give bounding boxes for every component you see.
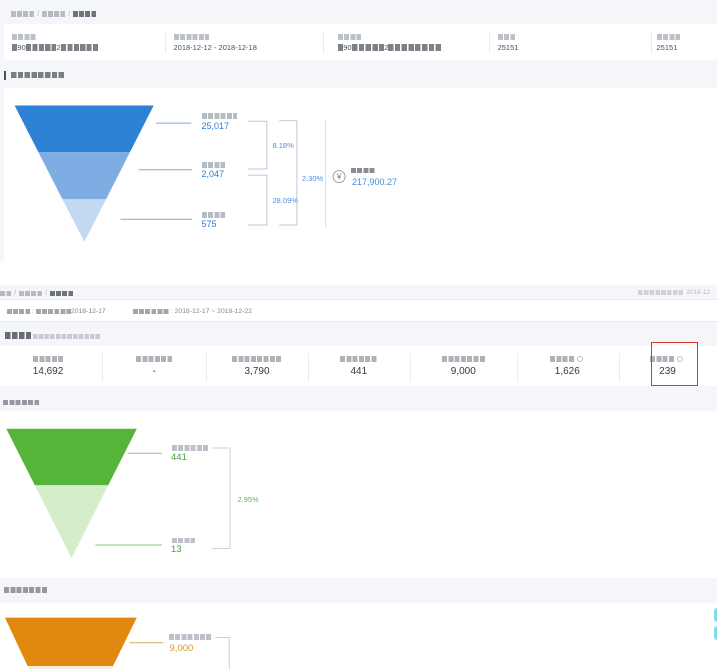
svg-text:¥: ¥ <box>336 173 342 182</box>
